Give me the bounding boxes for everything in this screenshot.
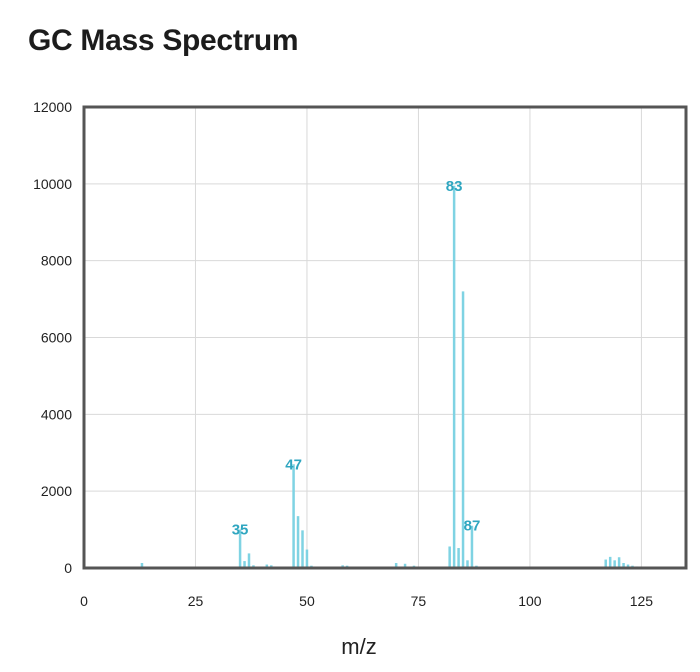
y-axis-ticks: 0 2000 4000 6000 8000 10000 12000 [33,99,72,576]
spectrum-bar [452,185,456,569]
y-tick-label: 10000 [33,176,72,192]
spectrum-bar [394,563,398,568]
x-axis-ticks: 0 25 50 75 100 125 [80,593,653,609]
spectrum-bar [238,529,242,568]
spectrum-bar [613,560,616,568]
spectrum-bar [301,530,304,568]
peak-label: 87 [464,518,481,535]
spectrum-bar [247,553,251,568]
y-tick-label: 4000 [41,406,72,422]
spectrum-bar [470,525,474,568]
spectrum-bar [265,564,269,568]
y-tick-label: 8000 [41,253,72,269]
spectrum-bar [604,559,607,568]
spectrum-bar [457,548,460,568]
y-tick-label: 2000 [41,483,72,499]
spectrum-bar [292,464,295,568]
x-tick-label: 25 [188,593,204,609]
x-tick-label: 100 [518,593,542,609]
grid [83,106,686,569]
spectrum-bar [608,556,612,568]
x-tick-label: 125 [630,593,654,609]
spectrum-bar [296,516,300,568]
spectrum-bar [243,561,246,568]
peak-label: 35 [232,522,249,539]
peak-label: 47 [285,456,302,473]
chart-title: GC Mass Spectrum [28,24,299,57]
spectrum-bar [403,563,407,568]
spectrum-bar [140,563,144,568]
spectrum-bar [622,563,625,568]
x-tick-label: 75 [411,593,427,609]
y-tick-label: 0 [64,560,72,576]
x-tick-label: 0 [80,593,88,609]
spectrum-bar [448,546,451,568]
spectrum-bar [617,557,621,568]
spectrum-bar [461,291,465,568]
y-tick-label: 6000 [41,330,72,346]
spectrum-bar [626,564,630,568]
spectrum-bar [305,549,309,568]
spectrum-bar [466,560,469,568]
x-axis-label: m/z [341,634,376,659]
spectrum-bars [140,185,639,569]
peak-label: 83 [446,178,463,195]
x-tick-label: 50 [299,593,315,609]
y-tick-label: 12000 [33,99,72,115]
peak-labels: 35 47 83 87 [232,178,481,539]
plot-frame [82,105,688,570]
